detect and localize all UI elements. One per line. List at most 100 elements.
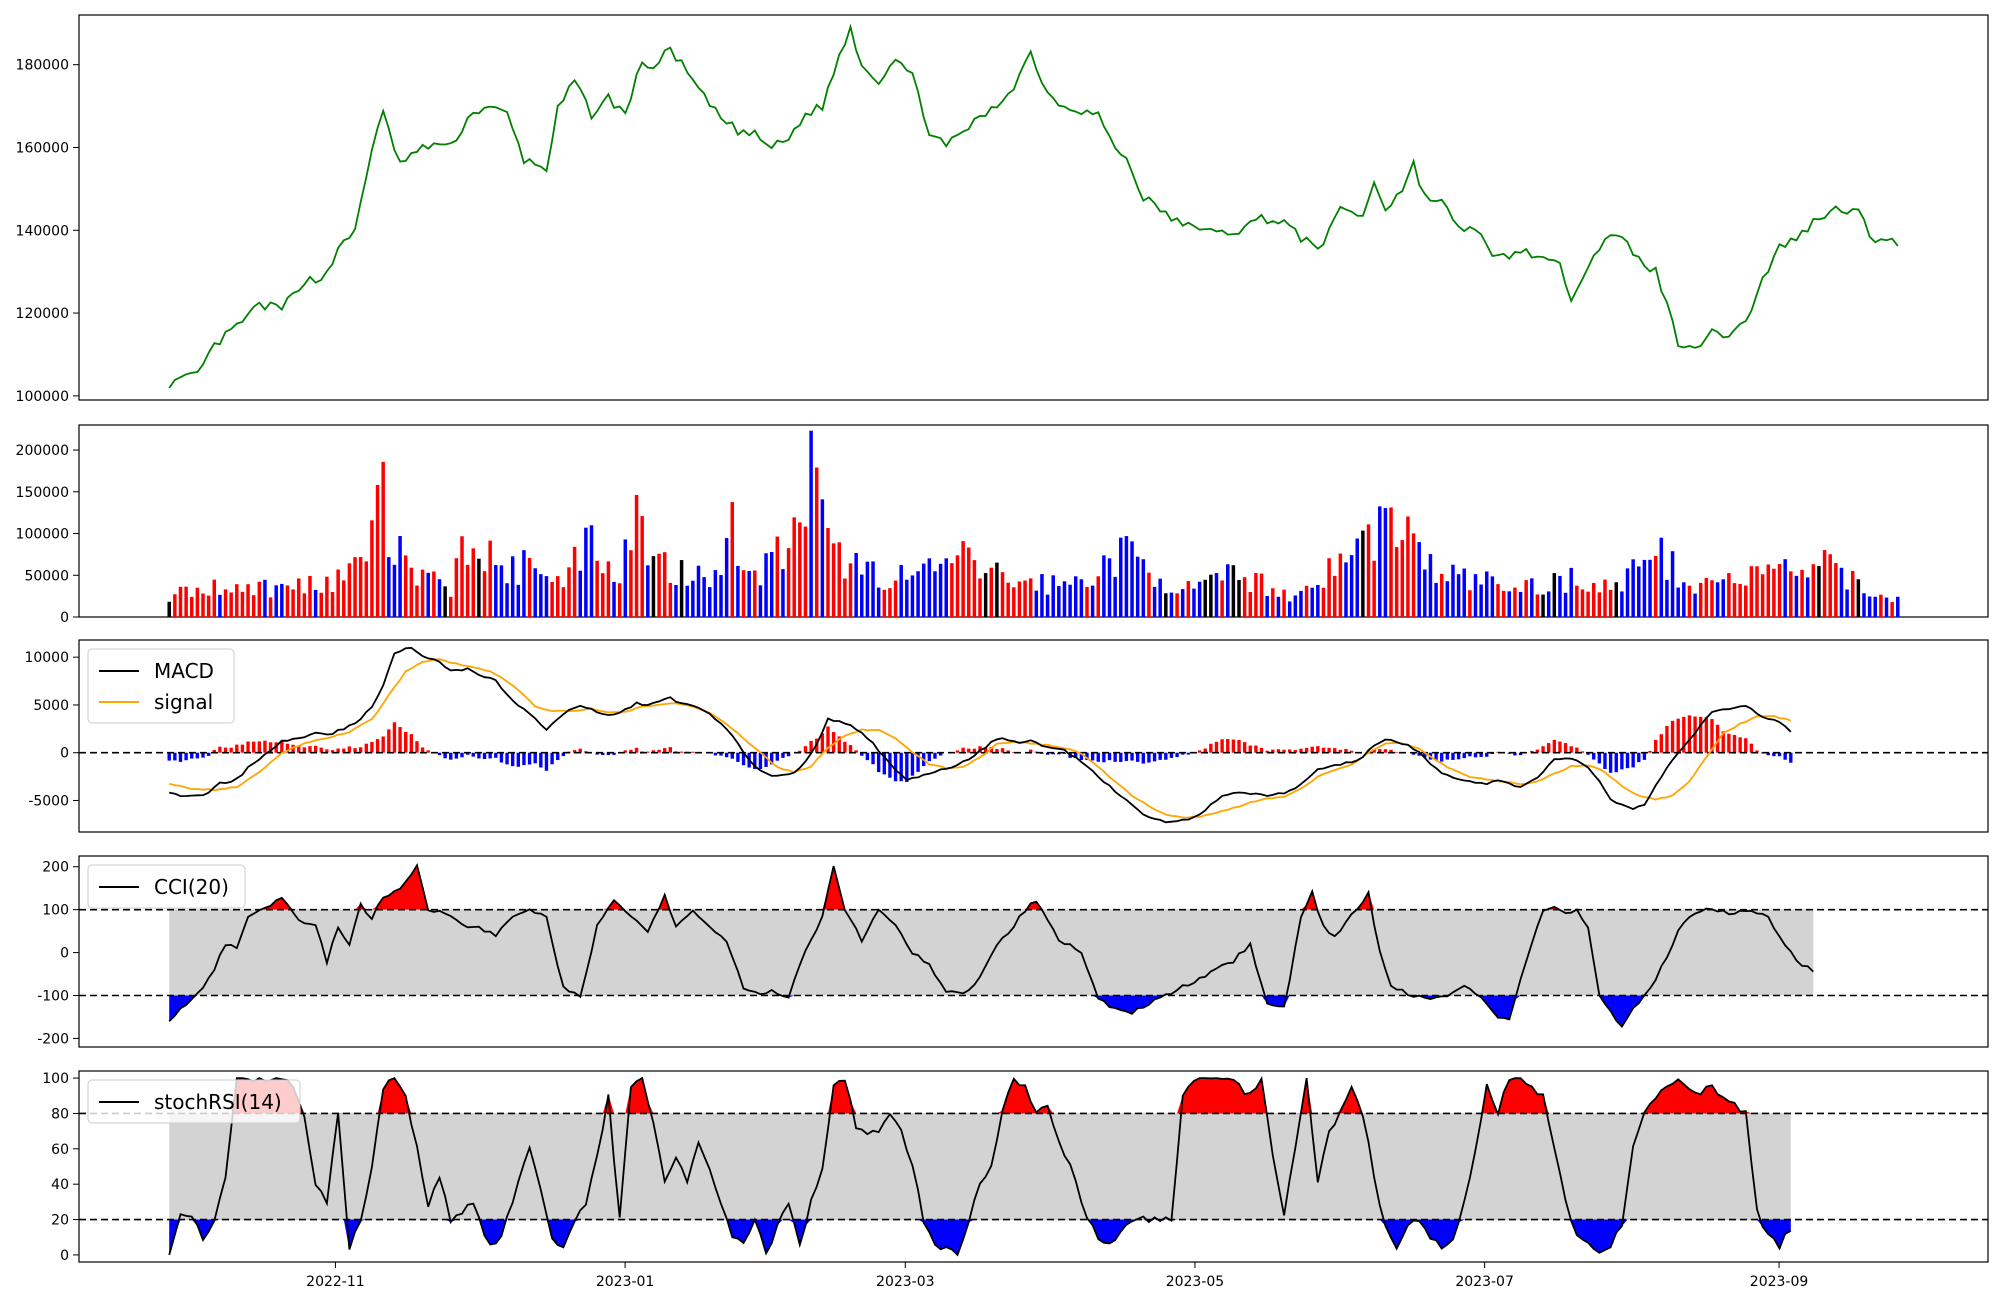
macd-histogram-bar	[882, 752, 886, 775]
macd-histogram-bar	[544, 752, 549, 771]
volume-bar	[387, 557, 391, 617]
macd-histogram-bar	[854, 750, 858, 753]
macd-histogram-bar	[556, 752, 560, 761]
volume-bar	[358, 556, 363, 617]
volume-bar	[1721, 579, 1725, 617]
macd-histogram-bar	[336, 748, 340, 753]
volume-bar	[927, 558, 932, 617]
volume-bar	[1552, 573, 1557, 617]
macd-histogram-bar	[263, 740, 267, 753]
macd-histogram-bar	[1597, 752, 1602, 764]
volume-bar	[1513, 587, 1517, 617]
macd-histogram-bar	[888, 752, 892, 778]
volume-bar	[1456, 574, 1461, 617]
volume-bar	[1591, 582, 1596, 617]
volume-bar	[1445, 581, 1450, 617]
volume-bar	[775, 536, 780, 617]
macd-histogram-bar	[860, 752, 864, 756]
price-line	[168, 23, 1899, 389]
macd-histogram-bar	[454, 752, 459, 759]
macd-histogram-bar	[330, 750, 335, 753]
macd-histogram-bar	[465, 752, 470, 755]
volume-bar	[634, 495, 639, 617]
volume-bar	[1372, 560, 1376, 617]
volume-bar	[1051, 575, 1055, 617]
macd-histogram-bar	[347, 746, 352, 753]
macd-histogram-bar	[1513, 752, 1517, 756]
macd-histogram-bar	[1006, 750, 1010, 753]
macd-histogram-bar	[488, 752, 492, 759]
volume-bar	[1710, 580, 1714, 617]
volume-bar	[905, 579, 909, 617]
volume-bar	[477, 558, 481, 617]
volume-bar	[1839, 567, 1844, 617]
macd-histogram-bar	[1096, 752, 1100, 762]
stochrsi-legend-box	[87, 1079, 301, 1124]
macd-histogram-bar	[1558, 741, 1562, 753]
macd-histogram-bar	[781, 752, 785, 758]
volume-bar	[533, 568, 537, 617]
macd-histogram-bar	[1451, 752, 1455, 760]
volume-bar	[499, 565, 504, 617]
volume-bar	[809, 430, 813, 617]
volume-bar	[1693, 593, 1697, 617]
cci-line	[168, 863, 1814, 1029]
macd-histogram-bar	[426, 750, 430, 753]
volume-bar	[1169, 592, 1174, 617]
volume-bar	[1530, 578, 1534, 617]
volume-bar	[1637, 566, 1641, 617]
volume-bar	[1113, 576, 1117, 617]
volume-bar	[567, 567, 571, 617]
volume-bar	[1394, 547, 1399, 617]
macd-histogram-bar	[1119, 752, 1123, 762]
volume-bar	[229, 592, 233, 617]
macd-histogram-bar	[257, 741, 262, 753]
macd-histogram-bar	[1310, 746, 1314, 753]
macd-histogram-bar	[1586, 752, 1590, 755]
volume-bar	[1687, 585, 1692, 617]
macd-histogram-bar	[1710, 719, 1714, 753]
volume-bar	[674, 584, 678, 617]
macd-histogram-bar	[1575, 747, 1579, 753]
macd-histogram-bar	[533, 752, 537, 764]
macd-histogram-bar	[601, 752, 605, 756]
macd-histogram-bar	[449, 752, 453, 760]
macd-histogram-bar	[1715, 724, 1720, 753]
volume-bar	[747, 571, 751, 617]
volume-bar	[685, 585, 689, 617]
macd-histogram-bar	[291, 744, 295, 753]
volume-bar	[494, 565, 498, 617]
volume-bar	[786, 548, 791, 617]
volume-bar	[657, 553, 661, 617]
volume-bar	[1586, 591, 1590, 617]
macd-histogram-bar	[505, 752, 509, 765]
macd-histogram-bar	[775, 752, 780, 761]
macd-histogram-bar	[482, 752, 487, 760]
volume-bar	[1293, 595, 1298, 617]
volume-bar	[246, 584, 250, 617]
volume-bar	[1130, 541, 1134, 617]
volume-bar	[1214, 573, 1219, 617]
macd-histogram-bar	[1670, 720, 1675, 753]
macd-histogram	[167, 715, 1793, 782]
macd-histogram-bar	[1541, 746, 1545, 753]
volume-bar	[1158, 578, 1162, 617]
volume-bar	[1383, 508, 1388, 617]
volume-bar	[550, 581, 554, 617]
volume-bar	[1665, 579, 1669, 617]
macd-histogram-bar	[753, 752, 757, 769]
volume-bar	[1625, 568, 1630, 617]
volume-bar	[1727, 573, 1731, 617]
volume-bar	[921, 563, 926, 617]
macd-histogram-bar	[938, 752, 943, 756]
volume-bar	[1490, 576, 1495, 617]
volume-bar	[1834, 563, 1838, 617]
macd-ytick-label-1: 0	[60, 746, 69, 762]
cci-panel-frame	[78, 855, 1989, 1048]
volume-bar	[719, 575, 723, 617]
volume-bar	[1147, 572, 1151, 617]
macd-histogram-bar	[499, 752, 504, 763]
volume-bar	[263, 579, 267, 617]
macd-histogram-bar	[1276, 749, 1281, 753]
macd-histogram-bar	[235, 744, 239, 753]
